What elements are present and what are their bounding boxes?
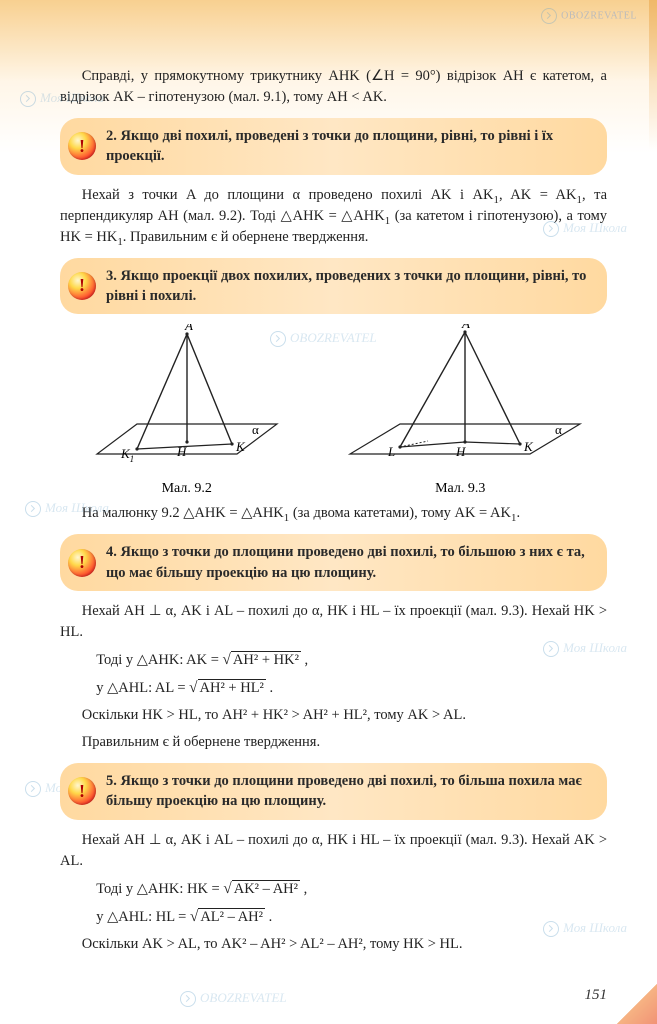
figure-9-3: A H K L α Мал. 9.3: [330, 324, 590, 497]
paragraph-4c: у △AHL: AL = √AH² + HL² .: [60, 677, 607, 699]
svg-text:α: α: [252, 422, 259, 437]
figure-9-3-svg: A H K L α: [330, 324, 590, 474]
svg-text:K: K: [235, 439, 246, 454]
textbook-page: OBOZREVATEL Моя Школа Моя Школа OBOZREVA…: [0, 0, 657, 1024]
exclamation-icon: !: [68, 272, 96, 300]
callout-3: ! 3. Якщо проекції двох похилих, проведе…: [60, 258, 607, 315]
exclamation-icon: !: [68, 777, 96, 805]
callout-4-text: 4. Якщо з точки до площини проведено дві…: [106, 544, 585, 580]
exclamation-icon: !: [68, 132, 96, 160]
figure-9-2-svg: A H K K1 α: [77, 324, 297, 474]
callout-2-text: 2. Якщо дві похилі, проведені з точки до…: [106, 128, 553, 164]
paragraph-2: Нехай з точки A до площини α проведено п…: [60, 185, 607, 248]
paragraph-3: На малюнку 9.2 △AHK = △AHK1 (за двома ка…: [60, 503, 607, 524]
watermark: OBOZREVATEL: [180, 990, 287, 1007]
paragraph-5c: у △AHL: HL = √AL² – AH² .: [60, 906, 607, 928]
svg-text:H: H: [176, 444, 187, 459]
side-decoration: [649, 0, 657, 150]
paragraph-4a: Нехай AH ⊥ α, AK і AL – похилі до α, HK …: [60, 601, 607, 643]
svg-text:K: K: [523, 439, 534, 454]
svg-text:A: A: [184, 324, 193, 333]
paragraph-5a: Нехай AH ⊥ α, AK і AL – похилі до α, HK …: [60, 830, 607, 872]
paragraph-4d: Оскільки HK > HL, то AH² + HK² > AH² + H…: [60, 705, 607, 726]
brand-watermark: OBOZREVATEL: [541, 8, 637, 24]
svg-text:K1: K1: [120, 446, 134, 464]
callout-4: ! 4. Якщо з точки до площини проведено д…: [60, 534, 607, 591]
svg-text:H: H: [455, 444, 466, 459]
svg-text:L: L: [387, 444, 395, 459]
svg-text:α: α: [555, 422, 562, 437]
figure-9-2-caption: Мал. 9.2: [77, 481, 297, 497]
paragraph-4b: Тоді у △AHK: AK = √AH² + HK² ,: [60, 649, 607, 671]
exclamation-icon: !: [68, 549, 96, 577]
figure-9-3-caption: Мал. 9.3: [330, 481, 590, 497]
paragraph-5d: Оскільки AK > AL, то AK² – AH² > AL² – A…: [60, 934, 607, 955]
callout-5-text: 5. Якщо з точки до площини проведено дві…: [106, 773, 582, 809]
page-number: 151: [585, 987, 608, 1004]
paragraph-1: Справді, у прямокутному трикутнику AHK (…: [60, 66, 607, 108]
callout-3-text: 3. Якщо проекції двох похилих, проведени…: [106, 268, 586, 304]
callout-5: ! 5. Якщо з точки до площини проведено д…: [60, 763, 607, 820]
callout-2: ! 2. Якщо дві похилі, проведені з точки …: [60, 118, 607, 175]
figures-row: A H K K1 α Мал. 9.2 A H: [60, 324, 607, 497]
svg-text:A: A: [461, 324, 470, 331]
corner-decoration: [617, 984, 657, 1024]
figure-9-2: A H K K1 α Мал. 9.2: [77, 324, 297, 497]
paragraph-5b: Тоді у △AHK: HK = √AK² – AH² ,: [60, 878, 607, 900]
paragraph-4e: Правильним є й обернене твердження.: [60, 732, 607, 753]
